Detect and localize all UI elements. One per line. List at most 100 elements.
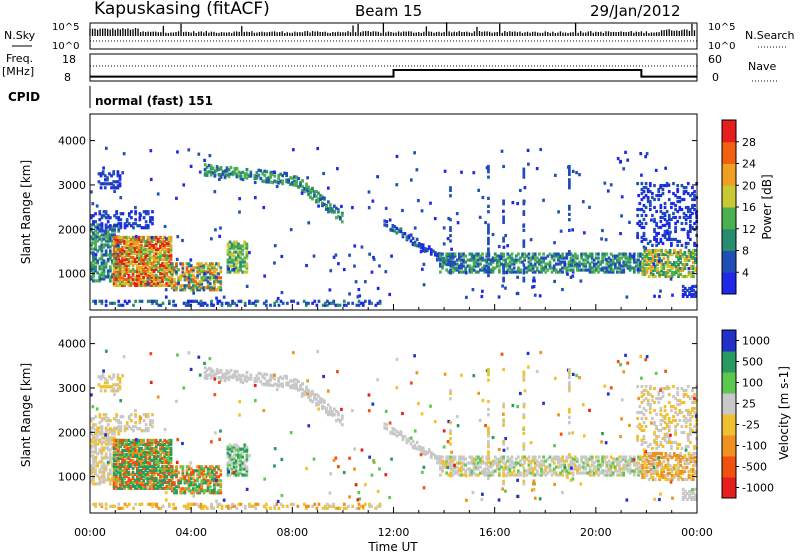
- velocity-cell: [265, 383, 269, 387]
- velocity-cell: [148, 450, 152, 455]
- power-cell: [409, 239, 413, 243]
- velocity-cell: [239, 463, 242, 467]
- velocity-cell: [313, 393, 316, 397]
- power-cell: [660, 268, 664, 273]
- power-cell: [691, 285, 694, 289]
- power-cell: [152, 267, 156, 271]
- power-cell: [296, 301, 300, 305]
- power-cell: [439, 254, 442, 258]
- power-cell: [213, 276, 216, 280]
- power-cell: [112, 172, 116, 176]
- velocity-cell: [106, 476, 110, 480]
- power-cell: [206, 284, 210, 288]
- velocity-cell: [389, 430, 393, 435]
- power-cell: [235, 258, 238, 262]
- power-cell: [423, 247, 427, 251]
- power-cell: [133, 257, 137, 261]
- power-cell: [148, 267, 152, 271]
- power-cell: [334, 206, 338, 210]
- velocity-cell: [154, 438, 158, 443]
- velocity-cell: [170, 467, 174, 471]
- power-cell: [502, 215, 505, 219]
- power-cell: [611, 268, 615, 272]
- velocity-cell: [304, 506, 308, 510]
- velocity-cell: [125, 472, 129, 476]
- power-cell: [167, 237, 171, 242]
- power-cell: [487, 239, 490, 243]
- power-cell: [114, 281, 118, 285]
- velocity-cell: [127, 438, 131, 443]
- velocity-cell: [98, 430, 102, 434]
- velocity-cell: [187, 481, 191, 485]
- velocity-cell: [208, 485, 212, 489]
- power-cell: [157, 259, 160, 263]
- power-cell: [142, 267, 145, 271]
- velocity-cell: [217, 479, 221, 483]
- velocity-cell: [140, 470, 143, 474]
- power-cell: [588, 262, 592, 266]
- power-cell: [127, 273, 131, 277]
- velocity-cell: [330, 410, 334, 414]
- velocity-cell: [149, 421, 152, 425]
- power-cell: [92, 247, 95, 251]
- velocity-cell: [131, 440, 135, 445]
- power-cell: [643, 256, 647, 261]
- velocity-cell: [169, 452, 173, 457]
- power-cell: [658, 270, 661, 275]
- power-cell: [154, 237, 158, 242]
- power-cell: [565, 266, 569, 270]
- velocity-cell: [106, 440, 110, 444]
- velocity-cell: [323, 405, 326, 410]
- velocity-cell: [213, 467, 216, 471]
- power-cell: [200, 270, 204, 274]
- velocity-cell: [121, 472, 124, 476]
- power-cell: [353, 264, 356, 268]
- power-cell: [271, 170, 275, 174]
- power-cell: [502, 236, 505, 240]
- velocity-cell: [161, 444, 164, 449]
- velocity-cell: [301, 387, 304, 392]
- velocity-cell: [123, 502, 127, 506]
- velocity-cell: [225, 370, 229, 374]
- power-cell: [297, 185, 300, 189]
- power-cell: [663, 205, 667, 210]
- power-cell: [666, 260, 670, 265]
- velocity-cell: [96, 429, 100, 433]
- power-cell: [134, 299, 137, 303]
- power-cell: [98, 212, 102, 216]
- power-cell: [98, 277, 102, 281]
- velocity-cell: [125, 454, 129, 459]
- power-cell: [680, 183, 684, 188]
- power-cell: [149, 299, 152, 303]
- power-cell: [249, 170, 253, 174]
- velocity-cell: [192, 477, 195, 481]
- velocity-cell: [127, 417, 131, 421]
- velocity-cell: [144, 456, 148, 461]
- power-cell: [682, 211, 686, 216]
- power-cell: [470, 266, 474, 270]
- power-cell: [131, 279, 135, 283]
- power-cell: [525, 270, 529, 274]
- power-cell: [159, 281, 162, 285]
- power-cell: [108, 253, 112, 257]
- power-cell: [104, 224, 108, 228]
- power-cell: [659, 215, 663, 220]
- power-cell: [112, 265, 116, 269]
- power-cell: [179, 278, 183, 282]
- velocity-cell: [131, 452, 135, 457]
- power-cell: [235, 262, 238, 266]
- power-cell: [98, 227, 102, 231]
- power-cell: [315, 194, 318, 198]
- velocity-cell: [237, 449, 240, 453]
- power-cell: [198, 280, 202, 284]
- power-cell: [210, 274, 214, 278]
- power-cell: [112, 269, 116, 273]
- power-cell: [672, 181, 675, 186]
- power-cell: [154, 253, 158, 258]
- power-cell: [628, 258, 632, 262]
- power-cell: [329, 206, 332, 210]
- power-cell: [493, 258, 497, 262]
- power-cell: [123, 281, 127, 285]
- velocity-cell: [150, 442, 154, 447]
- velocity-cell: [157, 462, 160, 466]
